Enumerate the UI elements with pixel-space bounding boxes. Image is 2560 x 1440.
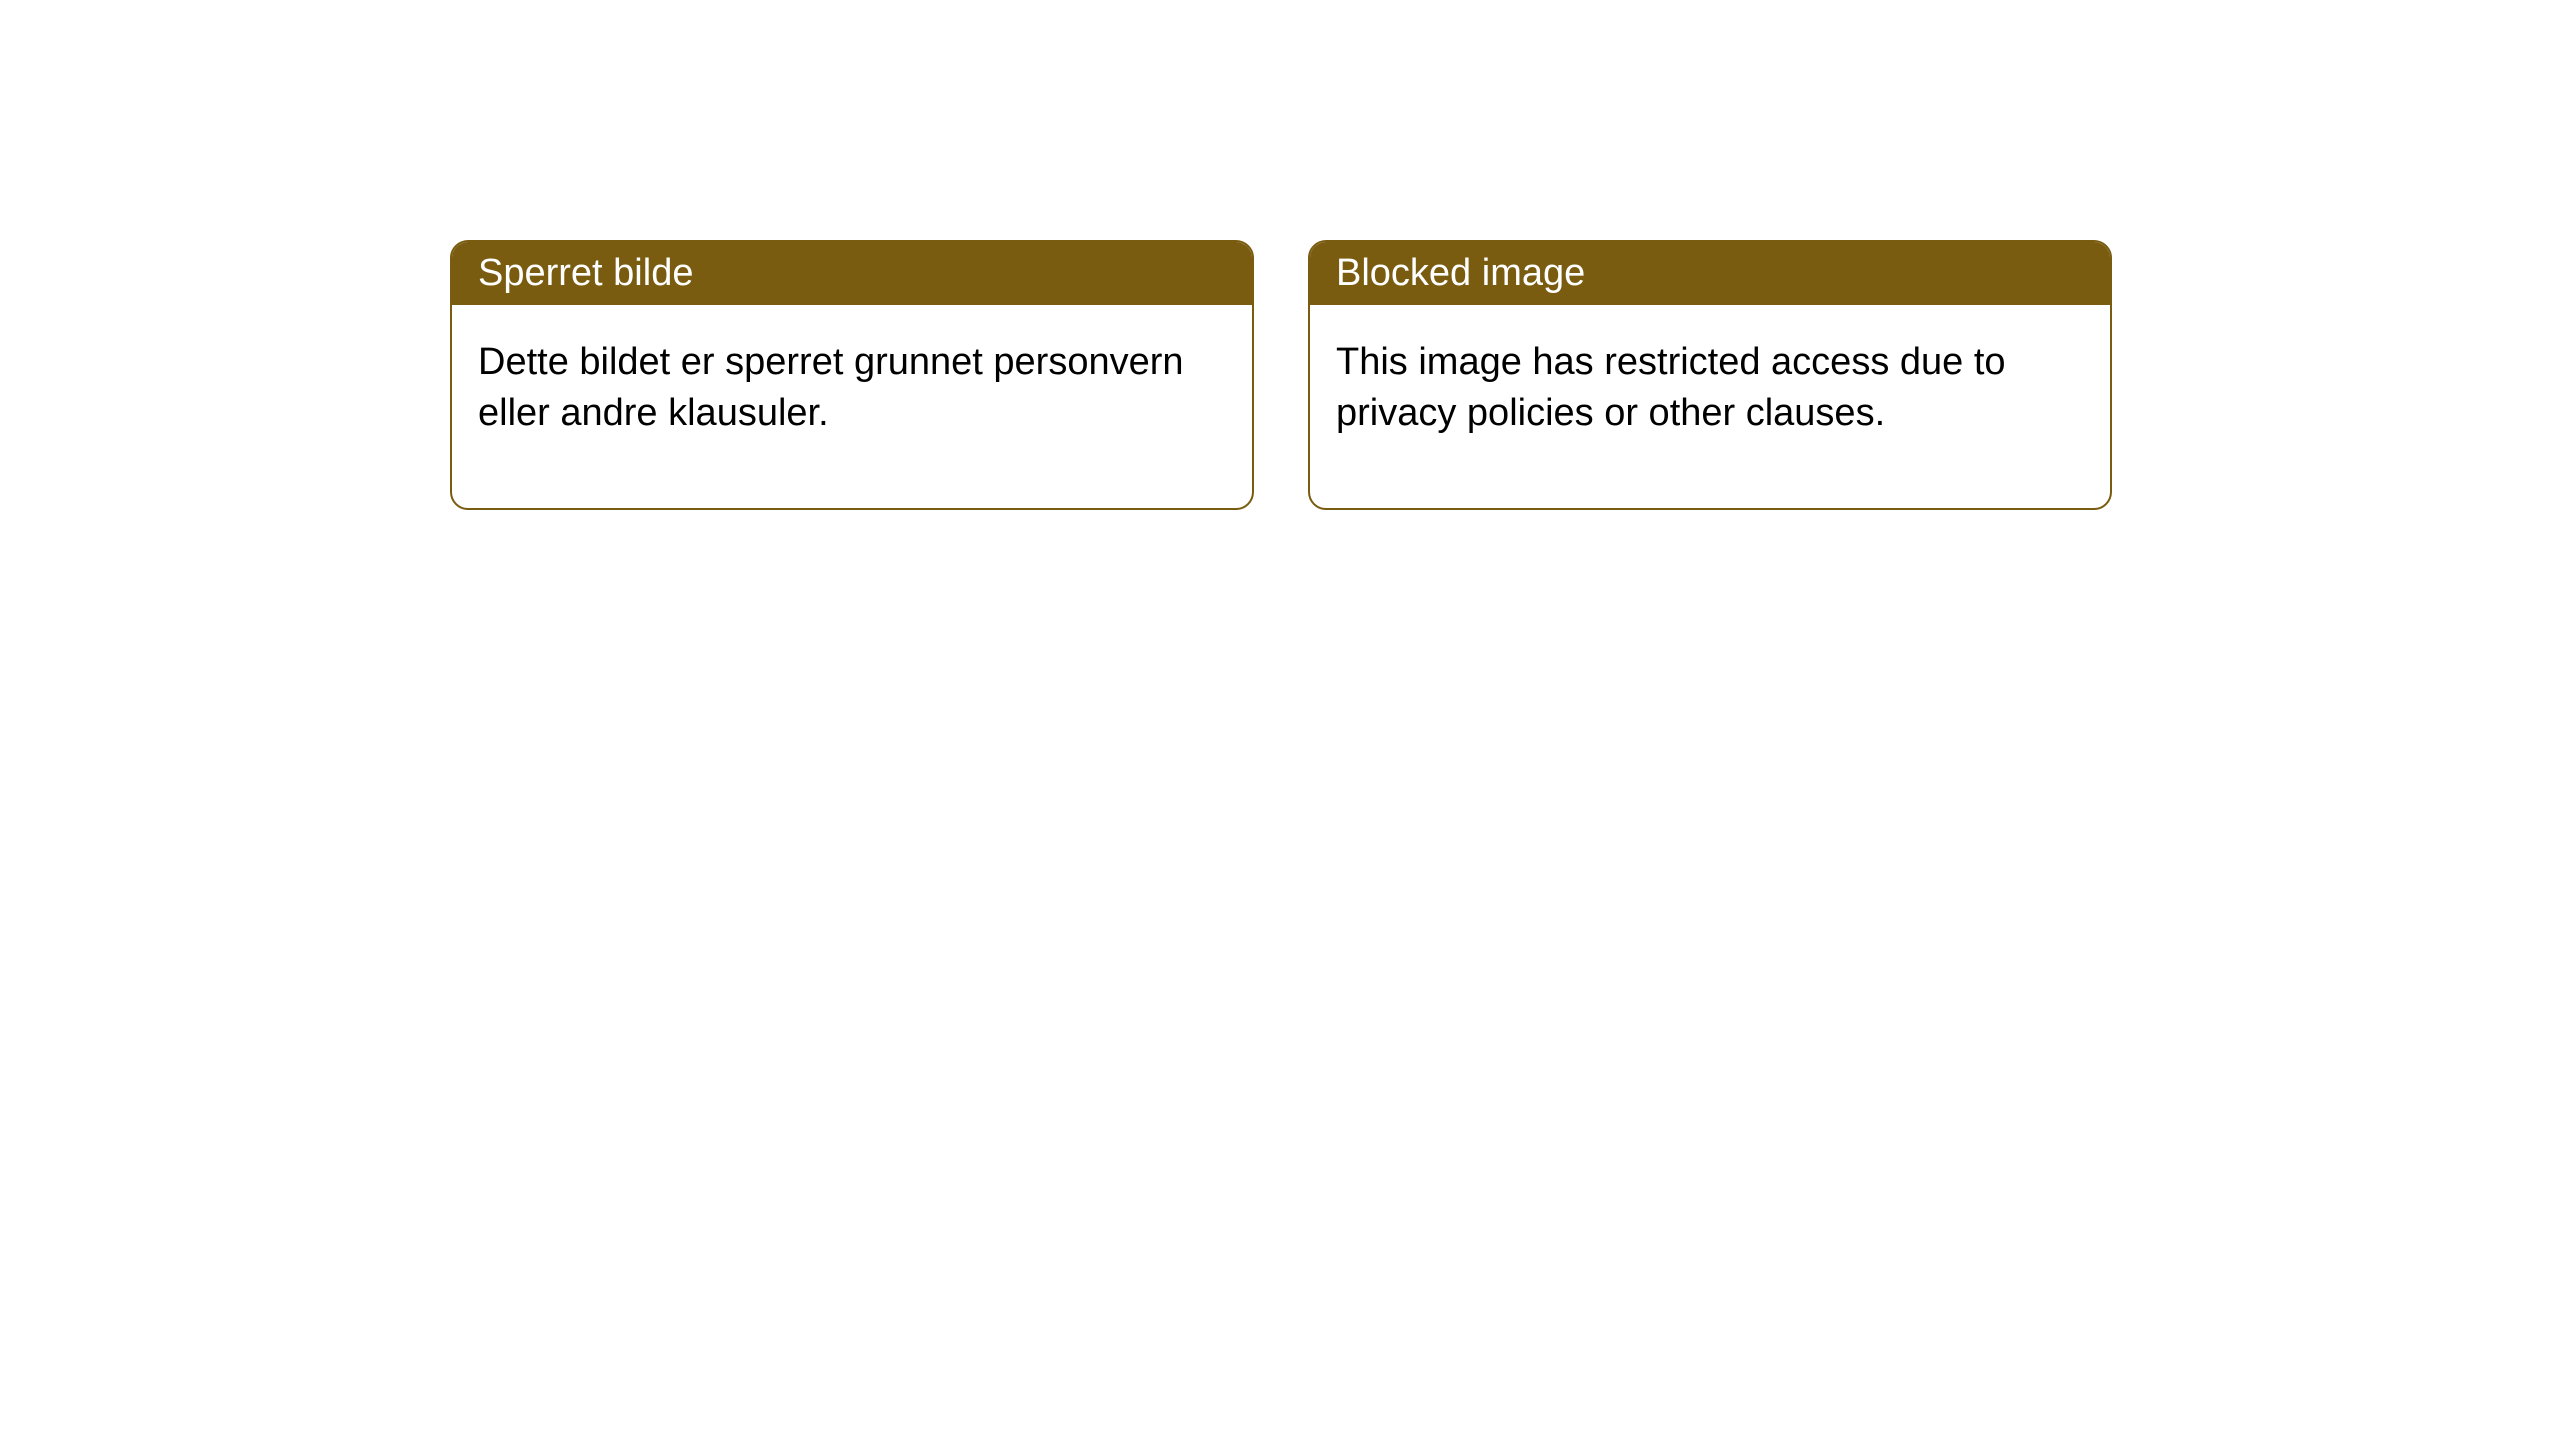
notice-body: Dette bildet er sperret grunnet personve…: [452, 305, 1252, 508]
notice-header: Sperret bilde: [452, 242, 1252, 305]
notice-title: Blocked image: [1336, 252, 1585, 294]
notice-card-norwegian: Sperret bilde Dette bildet er sperret gr…: [450, 240, 1254, 510]
notice-body: This image has restricted access due to …: [1310, 305, 2110, 508]
notice-title: Sperret bilde: [478, 252, 693, 294]
notice-header: Blocked image: [1310, 242, 2110, 305]
notice-container: Sperret bilde Dette bildet er sperret gr…: [0, 0, 2560, 510]
notice-card-english: Blocked image This image has restricted …: [1308, 240, 2112, 510]
notice-body-text: This image has restricted access due to …: [1336, 341, 2006, 434]
notice-body-text: Dette bildet er sperret grunnet personve…: [478, 341, 1184, 434]
